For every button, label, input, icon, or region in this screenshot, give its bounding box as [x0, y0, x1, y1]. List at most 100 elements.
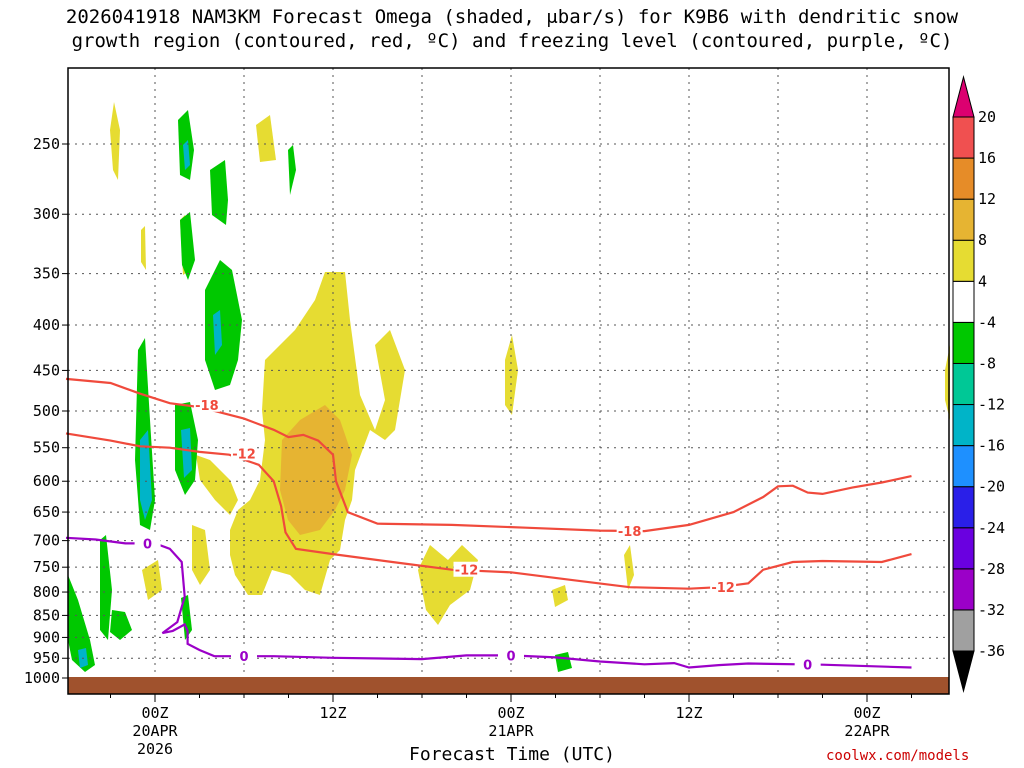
y-tick-label: 650 — [33, 503, 60, 521]
y-tick-label: 700 — [33, 532, 60, 550]
omega-area-rising — [110, 610, 132, 640]
chart-title-line2: growth region (contoured, red, ºC) and f… — [71, 30, 953, 52]
contour-label: 0 — [239, 650, 248, 665]
omega-area-sinking — [505, 335, 518, 415]
y-tick-label: 350 — [33, 265, 60, 283]
terrain-ground — [68, 677, 949, 694]
contour-label: -12 — [455, 564, 479, 579]
y-tick-label: 550 — [33, 439, 60, 457]
colorbar-bin — [952, 609, 975, 652]
omega-area-sinking — [141, 226, 146, 270]
colorbar-bin — [952, 321, 975, 364]
omega-area-rising — [288, 145, 296, 195]
y-axis: 250 300 350 400 450 500 550 600 650 700 750 800 850 9… — [24, 135, 68, 687]
omega-area-sinking — [110, 102, 120, 180]
chart-title-line1: 2026041918 NAM3KM Forecast Omega (shaded… — [65, 6, 959, 28]
contour-dgz-minus18 — [65, 377, 912, 533]
contour-label: -12 — [711, 581, 735, 596]
x-tick-label: 12Z — [319, 704, 346, 722]
omega-area-rising-core — [213, 310, 222, 355]
omega-area-sinking — [256, 115, 276, 162]
contour-label: -18 — [618, 525, 642, 540]
contour-dgz-minus12 — [65, 432, 912, 590]
contour-label-bg — [710, 579, 737, 595]
colorbar-bin — [952, 75, 975, 118]
colorbar-bin — [952, 445, 975, 488]
x-tick-label: 00Z — [497, 704, 524, 722]
x-tick-label: 00Z — [141, 704, 168, 722]
x-tick-label: 21APR — [488, 722, 534, 740]
colorbar-bin — [952, 568, 975, 611]
colorbar-bin — [952, 157, 975, 200]
contour-freezing-level — [65, 536, 912, 669]
omega-area-rising-core — [140, 430, 152, 520]
colorbar-bin — [952, 198, 975, 241]
omega-area-rising — [555, 652, 572, 672]
x-tick-label: 20APR — [132, 722, 178, 740]
colorbar-tick-label: -28 — [978, 560, 1005, 578]
colorbar-bin — [952, 116, 975, 159]
contour-label: 0 — [143, 537, 152, 552]
x-tick-label: 12Z — [675, 704, 702, 722]
y-tick-label: 250 — [33, 135, 60, 153]
omega-area-rising-core — [183, 140, 190, 170]
y-tick-label: 750 — [33, 558, 60, 576]
omega-area-sinking-core — [280, 405, 352, 535]
colorbar: -36 -32 -28 -24 -20 -16 -12 -8 -4 4 8 12 16 20 — [952, 75, 1005, 693]
omega-area-rising — [68, 575, 95, 672]
y-tick-label: 600 — [33, 472, 60, 490]
contour-label: 0 — [506, 649, 515, 664]
contour-label-bg — [193, 396, 220, 412]
y-tick-label: 300 — [33, 205, 60, 223]
colorbar-tick-label: -24 — [978, 519, 1005, 537]
omega-area-rising — [100, 535, 112, 640]
y-tick-label: 450 — [33, 361, 60, 379]
omega-area-sinking — [142, 560, 162, 600]
colorbar-bin — [952, 527, 975, 570]
y-tick-label: 400 — [33, 316, 60, 334]
colorbar-tick-label: 16 — [978, 149, 996, 167]
plot-frame — [67, 67, 950, 695]
contour-label-bg — [231, 445, 257, 461]
colorbar-tick-label: 4 — [978, 272, 987, 290]
omega-area-rising — [181, 595, 192, 640]
colorbar-tick-label: 8 — [978, 231, 987, 249]
y-tick-label: 850 — [33, 606, 60, 624]
omega-area-rising-core — [181, 428, 192, 478]
colorbar-tick-label: -20 — [978, 478, 1005, 496]
colorbar-tick-label: 20 — [978, 108, 996, 126]
contour-label-bg — [794, 656, 821, 672]
colorbar-bin — [952, 650, 975, 693]
x-axis-label: Forecast Time (UTC) — [409, 744, 615, 765]
x-tick-label: 22APR — [844, 722, 890, 740]
colorbar-tick-label: -36 — [978, 642, 1005, 660]
omega-area-sinking — [418, 545, 478, 625]
credit-link[interactable]: coolwx.com/models — [826, 748, 970, 764]
omega-area-sinking — [196, 455, 238, 515]
colorbar-tick-label: -12 — [978, 396, 1005, 414]
x-tick-label: 00Z — [853, 704, 880, 722]
colorbar-bin — [952, 362, 975, 406]
colorbar-tick-label: -16 — [978, 437, 1005, 455]
contour-label-bg — [453, 561, 480, 577]
colorbar-tick-label: -8 — [978, 354, 996, 372]
contour-label-bg — [498, 647, 524, 663]
x-tick-label: 2026 — [137, 740, 173, 758]
omega-area-rising — [180, 212, 195, 280]
contour-label-bg — [134, 535, 161, 551]
y-tick-label: 800 — [33, 583, 60, 601]
colorbar-bin — [952, 239, 975, 282]
colorbar-bin — [952, 404, 975, 447]
colorbar-bin — [952, 486, 975, 529]
y-tick-label: 1000 — [24, 669, 60, 687]
omega-area-sinking — [192, 525, 210, 585]
omega-shading — [68, 102, 950, 672]
contour-label: -12 — [232, 447, 256, 462]
contour-label: -18 — [195, 399, 219, 414]
y-tick-label: 950 — [33, 649, 60, 667]
colorbar-tick-label: -4 — [978, 313, 996, 331]
colorbar-bin — [952, 280, 975, 323]
contour-label-bg — [616, 523, 643, 539]
omega-area-rising — [210, 160, 228, 225]
